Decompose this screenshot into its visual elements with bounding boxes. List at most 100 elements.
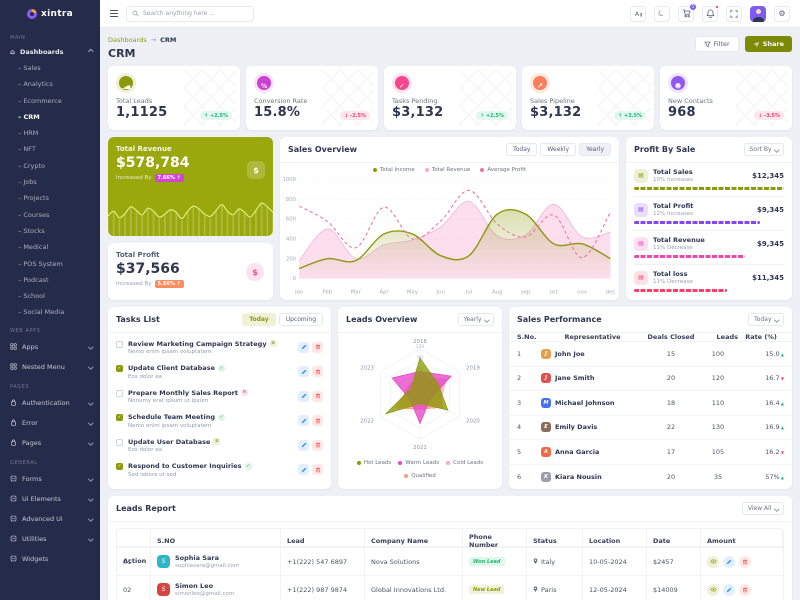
filter-button[interactable]: Filter — [694, 36, 739, 52]
sidebar-subitem[interactable]: Social Media — [0, 304, 100, 320]
task-checkbox[interactable] — [116, 340, 123, 348]
tasks-filter-tab[interactable]: Today — [242, 313, 276, 326]
sidebar-group-item[interactable]: Widgets — [0, 549, 100, 569]
sidebar-subitem-label: Projects — [23, 194, 49, 203]
leads-count: 130 — [711, 423, 725, 432]
sidebar-group-item[interactable]: Forms — [0, 469, 100, 489]
sidebar-subitem[interactable]: Crypto — [0, 158, 100, 174]
edit-task-button[interactable] — [298, 390, 309, 402]
sidebar-subitem[interactable]: Projects — [0, 190, 100, 206]
sidebar-subitem[interactable]: HRM — [0, 125, 100, 141]
delete-task-button[interactable] — [312, 366, 323, 377]
edit-lead-button[interactable] — [723, 555, 735, 568]
edit-task-button[interactable] — [298, 366, 309, 377]
view-lead-button[interactable] — [707, 583, 719, 596]
sidebar-subitem[interactable]: Sales — [0, 60, 100, 76]
settings-button[interactable]: ⚙ — [774, 5, 790, 22]
sidebar-subitem[interactable]: Jobs — [0, 174, 100, 190]
task-checkbox[interactable] — [116, 414, 123, 421]
sidebar-subitem[interactable]: Analytics — [0, 76, 100, 92]
avatar: E — [541, 422, 551, 433]
task-checkbox[interactable] — [116, 365, 123, 372]
delete-lead-button[interactable] — [739, 555, 751, 568]
table-row[interactable]: 6 K Kiara Nousin 20 35 57% — [509, 465, 792, 490]
page-title: CRM — [108, 47, 136, 60]
notifications-button[interactable] — [702, 5, 719, 22]
menu-toggle-icon[interactable] — [110, 10, 118, 17]
table-row[interactable]: 5 A Anna Garcia 17 105 16.2 — [509, 440, 792, 465]
sidebar-group-item[interactable]: Utilities — [0, 529, 100, 549]
sidebar-subitem-label: Stocks — [23, 226, 45, 235]
chevron-down-icon — [87, 516, 93, 522]
delete-task-button[interactable] — [312, 464, 323, 475]
view-all-dropdown[interactable]: View All — [741, 502, 784, 515]
user-avatar[interactable] — [750, 5, 766, 22]
tasks-filter-tab[interactable]: Upcoming — [278, 313, 323, 326]
table-row[interactable]: 3 M Michael Johnson 18 110 16.4 — [509, 391, 792, 416]
table-row[interactable]: 2 J Jane Smith 20 120 16.7 — [509, 367, 792, 391]
range-tab[interactable]: Yearly — [579, 143, 611, 156]
edit-task-button[interactable] — [298, 439, 309, 451]
table-row[interactable]: 1 J John Joe 15 100 15.0 — [509, 342, 792, 367]
sidebar-subitem[interactable]: School — [0, 288, 100, 304]
sidebar-group-item[interactable]: Advanced Ui — [0, 509, 100, 529]
metric-title: Total Profit — [653, 202, 694, 210]
sidebar-subitem[interactable]: Medical — [0, 239, 100, 255]
table-row[interactable]: 01 S Sophia Sara sophiasara@gmail.com +1(… — [117, 547, 783, 575]
leads-overview-dropdown[interactable]: Yearly — [457, 313, 494, 326]
metric-value: $12,345 — [752, 171, 784, 180]
sidebar: xintra MAIN ⌂ Dashboards Sales Analytics… — [0, 0, 100, 600]
task-checkbox[interactable] — [116, 389, 123, 397]
delete-task-button[interactable] — [312, 415, 323, 426]
task-marker-icon — [213, 438, 221, 445]
view-lead-button[interactable] — [707, 555, 719, 568]
fullscreen-button[interactable] — [726, 5, 742, 22]
kpi-card: Conversion Rate 15.8% -2.5% — [246, 66, 378, 130]
table-row[interactable]: 4 E Emily Davis 22 130 16.9 — [509, 416, 792, 440]
sales-performance-dropdown[interactable]: Today — [748, 313, 784, 326]
task-subtitle: Eos dolor ea — [128, 373, 162, 380]
sidebar-group-item[interactable]: Pages — [0, 433, 100, 453]
sidebar-group-item[interactable]: Error — [0, 413, 100, 433]
sidebar-subitem[interactable]: NFT — [0, 141, 100, 157]
sidebar-subitem[interactable]: Stocks — [0, 223, 100, 239]
sidebar-subitem[interactable]: Podcast — [0, 272, 100, 288]
phone-number: +1(222) 987 9874 — [281, 575, 365, 600]
range-tab[interactable]: Today — [506, 143, 538, 156]
task-checkbox[interactable] — [116, 438, 123, 446]
sidebar-subitem[interactable]: Courses — [0, 207, 100, 223]
delete-task-button[interactable] — [312, 390, 323, 402]
delete-task-button[interactable] — [312, 439, 323, 451]
edit-task-button[interactable] — [298, 464, 309, 475]
sidebar-subitem[interactable]: CRM — [0, 109, 100, 125]
avatar: K — [541, 471, 551, 482]
dashboards-submenu: Sales Analytics Ecommerce CRM HRM NFT Cr… — [0, 60, 100, 321]
cart-button[interactable]: 5 — [678, 3, 696, 22]
table-row[interactable]: 02 S Simon Leo simonleo@gmail.com +1(222)… — [117, 575, 783, 600]
edit-task-button[interactable] — [298, 341, 309, 353]
range-tab[interactable]: Weekly — [540, 143, 577, 156]
brand[interactable]: xintra — [0, 0, 100, 28]
sidebar-subitem[interactable]: Ecommerce — [0, 93, 100, 109]
sidebar-group-item[interactable]: Apps — [0, 337, 100, 357]
delete-task-button[interactable] — [312, 341, 323, 353]
sort-by-dropdown[interactable]: Sort By — [743, 143, 784, 156]
edit-task-button[interactable] — [298, 415, 309, 426]
search-input[interactable] — [143, 10, 248, 17]
delete-lead-button[interactable] — [739, 583, 751, 596]
share-button[interactable]: Share — [744, 36, 792, 52]
breadcrumb-dashboards[interactable]: Dashboards — [108, 36, 147, 44]
sidebar-group-item[interactable]: Authentication — [0, 393, 100, 413]
language-button[interactable]: A — [630, 5, 646, 22]
edit-lead-button[interactable] — [723, 583, 735, 596]
sidebar-item-dashboards[interactable]: ⌂ Dashboards — [0, 44, 100, 60]
sidebar-subitem[interactable]: POS System — [0, 256, 100, 272]
sidebar-group-item[interactable]: Nested Menu — [0, 357, 100, 377]
revenue-caption: Increased By — [116, 175, 152, 181]
lead-email: simonleo@gmail.com — [175, 590, 235, 597]
sidebar-group-item[interactable]: Ui Elements — [0, 489, 100, 509]
forms-icon — [10, 475, 17, 482]
dark-mode-button[interactable]: ☾ — [654, 5, 670, 22]
kpi-delta-badge: +2.5% — [200, 111, 232, 120]
task-checkbox[interactable] — [116, 463, 123, 470]
